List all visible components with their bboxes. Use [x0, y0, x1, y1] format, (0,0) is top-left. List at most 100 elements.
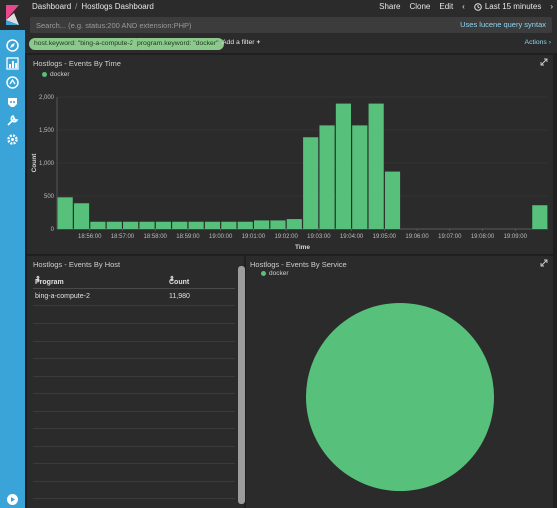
x-tick-label: 19:06:00 — [405, 234, 429, 240]
x-tick-label: 18:59:00 — [176, 234, 200, 240]
edit-button[interactable]: Edit — [439, 2, 454, 11]
column-header-count[interactable]: Count ⇕ — [169, 276, 190, 286]
gear-icon[interactable] — [6, 133, 19, 146]
x-tick-label: 19:04:00 — [340, 234, 364, 240]
time-picker[interactable]: Last 15 minutes — [474, 2, 541, 11]
side-nav — [0, 0, 25, 508]
panel-events-by-host: Hostlogs - Events By Host Program ⇕ Coun… — [27, 256, 257, 508]
chart-bar[interactable] — [106, 221, 122, 229]
y-tick-label: 2,000 — [39, 95, 55, 101]
column-header-program[interactable]: Program ⇕ — [35, 276, 64, 286]
chart-bar[interactable] — [123, 221, 139, 229]
empty-table-row — [33, 482, 235, 499]
panel-title: Hostlogs - Events By Time — [33, 59, 121, 68]
breadcrumb-separator: / — [75, 2, 78, 11]
filter-pill-program[interactable]: program.keyword: "docker" — [132, 38, 224, 50]
events-by-time-chart: 0 500 1,000 1,500 2,000 18:56:00 18:57:00 18:58… — [31, 95, 548, 251]
actions-menu[interactable]: Actions › — [524, 39, 551, 46]
column-label: Count — [169, 279, 190, 286]
plus-icon: + — [256, 39, 261, 46]
empty-table-row — [33, 325, 235, 342]
y-tick-label: 1,500 — [39, 128, 55, 134]
chart-bar[interactable] — [352, 125, 368, 229]
timelion-icon[interactable] — [6, 95, 19, 108]
empty-table-row — [33, 430, 235, 447]
visualize-icon[interactable] — [6, 57, 19, 70]
x-tick-label: 19:05:00 — [373, 234, 397, 240]
chart-bar[interactable] — [335, 103, 351, 229]
table-header: Program ⇕ Count ⇕ — [33, 271, 235, 289]
chart-bar[interactable] — [90, 221, 106, 229]
x-tick-label: 19:07:00 — [438, 234, 462, 240]
empty-table-row — [33, 342, 235, 359]
chart-bar[interactable] — [319, 125, 335, 229]
chart-bar[interactable] — [384, 171, 401, 229]
top-bar: Dashboard / Hostlogs Dashboard Share Clone… — [25, 0, 557, 14]
events-by-service-chart — [306, 303, 494, 491]
chart-bar[interactable] — [254, 220, 270, 229]
chart-bar[interactable] — [204, 221, 221, 229]
expand-icon[interactable] — [540, 259, 548, 267]
legend-item[interactable]: docker — [42, 71, 70, 78]
empty-table-row — [33, 307, 235, 324]
chevron-right-icon[interactable]: › — [550, 2, 553, 11]
chart-bar[interactable] — [73, 203, 90, 229]
lucene-syntax-link[interactable]: Uses lucene query syntax — [460, 20, 546, 29]
page-title: Hostlogs Dashboard — [81, 2, 154, 11]
chart-bar[interactable] — [57, 197, 73, 229]
y-tick-label: 1,000 — [39, 161, 55, 167]
chevron-left-icon[interactable]: ‹ — [462, 2, 465, 11]
chart-bar[interactable] — [286, 219, 302, 229]
legend-color-swatch — [42, 72, 47, 77]
share-button[interactable]: Share — [379, 2, 401, 11]
kibana-logo[interactable] — [0, 0, 25, 30]
time-range-label: Last 15 minutes — [484, 2, 542, 11]
expand-icon[interactable] — [540, 58, 548, 66]
add-filter-label: Add a filter — [222, 39, 255, 46]
actions-label: Actions — [524, 39, 547, 46]
pie-slice[interactable] — [306, 303, 494, 491]
clock-icon — [474, 2, 482, 11]
filter-bar: host.keyword: "bing-a-compute-2" program… — [25, 36, 557, 53]
x-axis-title: Time — [295, 244, 310, 251]
empty-table-row — [33, 412, 235, 429]
search-input[interactable] — [36, 19, 416, 31]
x-tick-label: 19:02:00 — [274, 234, 298, 240]
chart-bar[interactable] — [270, 220, 286, 229]
collapse-menu-icon[interactable] — [6, 493, 19, 506]
clone-button[interactable]: Clone — [409, 2, 431, 11]
x-tick-label: 19:03:00 — [307, 234, 331, 240]
column-label: Program — [35, 279, 64, 286]
empty-table-row — [33, 395, 235, 412]
breadcrumb-dashboard-link[interactable]: Dashboard — [32, 2, 72, 11]
chart-bar[interactable] — [188, 221, 204, 229]
legend-color-swatch — [261, 271, 266, 276]
chart-bar[interactable] — [139, 221, 155, 229]
add-filter-button[interactable]: Add a filter + — [222, 39, 260, 46]
cell-program: bing-a-compute-2 — [35, 293, 90, 300]
chart-bar[interactable] — [155, 221, 171, 229]
chart-bar[interactable] — [221, 221, 237, 229]
filter-pill-host[interactable]: host.keyword: "bing-a-compute-2" — [29, 38, 141, 50]
top-actions: Share Clone Edit ‹ Last 15 minutes › — [379, 2, 553, 11]
empty-table-row — [33, 500, 235, 508]
legend-item[interactable]: docker — [261, 270, 289, 277]
x-tick-label: 18:57:00 — [111, 234, 135, 240]
breadcrumb: Dashboard / Hostlogs Dashboard — [32, 2, 154, 11]
dashboard-icon[interactable] — [6, 76, 19, 89]
chart-bar[interactable] — [303, 137, 319, 229]
x-tick-label: 19:09:00 — [504, 234, 528, 240]
table-scrollbar[interactable] — [238, 266, 245, 504]
discover-icon[interactable] — [6, 39, 19, 52]
table-row: bing-a-compute-2 11,980 — [33, 289, 235, 306]
chart-bar[interactable] — [237, 221, 253, 229]
dev-tools-icon[interactable] — [6, 114, 19, 127]
cell-count: 11,980 — [169, 293, 190, 300]
chart-bar[interactable] — [532, 205, 548, 229]
panel-title: Hostlogs - Events By Service — [250, 260, 347, 269]
empty-table-row — [33, 447, 235, 464]
panel-title: Hostlogs - Events By Host — [33, 260, 121, 269]
y-axis-title: Count — [31, 153, 38, 173]
chart-bar[interactable] — [368, 103, 384, 229]
chart-bar[interactable] — [172, 221, 188, 229]
